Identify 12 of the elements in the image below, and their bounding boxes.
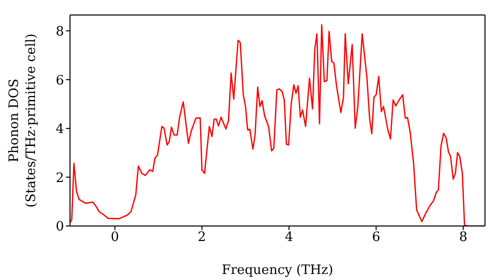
x-tick-label: 6 — [372, 230, 380, 246]
x-tick-label: 4 — [284, 230, 294, 246]
y-tick-label: 2 — [56, 170, 64, 186]
x-tick-label: 0 — [110, 230, 119, 246]
y-tick-label: 4 — [56, 122, 64, 138]
x-tick-label: 8 — [459, 230, 468, 246]
x-tick-label: 2 — [198, 230, 206, 246]
x-axis-title: Frequency (THz) — [222, 263, 334, 278]
y-tick-label: 8 — [56, 24, 64, 40]
y-tick-label: 6 — [56, 73, 64, 88]
y-tick-label: 0 — [56, 220, 64, 235]
y-axis-title: Phonon DOS (States/THz·primitive cell) — [7, 33, 39, 208]
